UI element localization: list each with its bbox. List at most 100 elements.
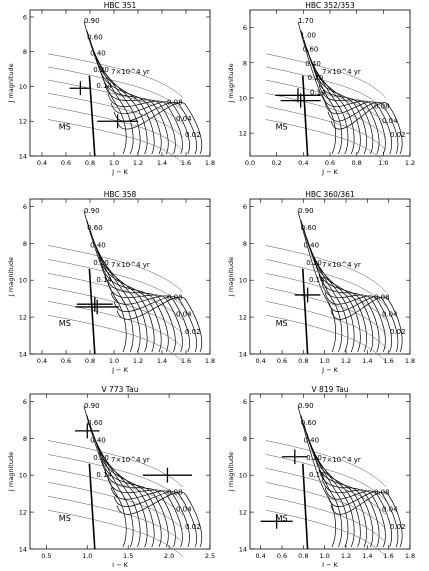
x-tick-label: 0.6 — [277, 552, 287, 560]
mass-label: 0.02 — [185, 328, 201, 336]
mass-label: 0.02 — [390, 131, 406, 139]
mass-label: 0.04 — [382, 117, 398, 125]
isochrone — [47, 273, 184, 321]
mass-track — [92, 238, 148, 353]
mass-track — [321, 93, 386, 155]
isochrone — [47, 92, 184, 138]
observed-star-point — [294, 287, 321, 303]
isochrone — [47, 496, 184, 543]
mass-label: 0.08 — [374, 103, 390, 111]
x-tick-label: 1.8 — [205, 159, 215, 167]
mass-track — [92, 48, 148, 155]
mass-label: 1.00 — [300, 31, 316, 39]
mass-label: 0.02 — [390, 328, 406, 336]
x-tick-label: 0.4 — [298, 159, 308, 167]
x-tick-label: 1.8 — [405, 552, 415, 560]
panel-title: HBC 352/353 — [305, 1, 355, 10]
x-tick-label: 2.0 — [164, 552, 174, 560]
mass-track — [116, 491, 203, 548]
mass-track — [107, 478, 183, 548]
x-tick-label: 0.5 — [41, 552, 51, 560]
mass-label: 0.90 — [298, 402, 314, 410]
age-label: 7×10^4 yr — [111, 68, 150, 76]
plot-frame — [29, 393, 211, 550]
mass-label: 0.40 — [303, 241, 319, 249]
isochrone — [47, 287, 184, 335]
x-tick-label: 0.8 — [298, 552, 308, 560]
ms-label: MS — [59, 123, 71, 132]
y-tick-label: 6 — [23, 398, 27, 406]
isochrone — [47, 106, 184, 151]
y-axis-label: J magnitude — [7, 257, 15, 297]
main-sequence-line — [88, 75, 96, 157]
y-tick-label: 10 — [239, 94, 247, 102]
x-tick-label: 1.2 — [341, 552, 351, 560]
isochrone — [47, 66, 184, 111]
isochrone — [265, 92, 387, 138]
mass-track — [116, 102, 203, 155]
mass-label: 0.08 — [167, 293, 183, 301]
y-tick-label: 10 — [19, 472, 27, 480]
y-tick-label: 10 — [19, 83, 27, 91]
main-sequence-line — [88, 463, 96, 550]
x-tick-label: 1.0 — [319, 357, 329, 365]
x-tick-label: 1.8 — [405, 357, 415, 365]
age-label: 7×10^4 yr — [111, 261, 150, 269]
isochrone — [265, 440, 387, 488]
x-tick-label: 0.6 — [61, 159, 71, 167]
x-tick-label: 0.4 — [37, 357, 47, 365]
isochrone — [265, 315, 387, 362]
mass-label: 0.60 — [87, 224, 103, 232]
mass-track — [95, 57, 155, 155]
mass-track — [101, 460, 169, 548]
mass-label: 0.14 — [309, 276, 325, 284]
mass-track — [95, 442, 155, 548]
mass-track — [321, 283, 386, 353]
x-tick-label: 0.8 — [298, 357, 308, 365]
plot-frame — [29, 198, 211, 355]
mass-track — [89, 229, 141, 353]
isochrone — [265, 106, 387, 151]
y-tick-label: 14 — [19, 351, 27, 359]
mass-track — [89, 424, 141, 548]
x-axis-label: J − K — [321, 366, 338, 374]
isochrone — [47, 482, 184, 530]
observed-star-point — [75, 423, 100, 439]
isochrone — [265, 119, 387, 164]
observed-star-point — [75, 299, 119, 315]
observed-star-point — [142, 467, 192, 483]
y-tick-label: 12 — [19, 314, 27, 322]
mass-track — [324, 487, 392, 548]
x-tick-label: 0.4 — [37, 159, 47, 167]
mass-label: 0.40 — [90, 436, 106, 444]
evolutionary-tracks — [265, 21, 403, 164]
isochrone — [265, 510, 387, 557]
ms-label: MS — [276, 123, 288, 132]
x-tick-label: 1.4 — [362, 552, 372, 560]
observed-star-point — [97, 114, 138, 129]
x-tick-label: 1.0 — [82, 552, 92, 560]
evolutionary-tracks — [265, 211, 403, 362]
mass-track — [83, 211, 127, 353]
mass-label: 0.60 — [301, 224, 317, 232]
x-tick-label: 1.0 — [319, 552, 329, 560]
y-tick-label: 8 — [23, 435, 27, 443]
y-tick-label: 6 — [243, 203, 247, 211]
observed-star-point — [280, 93, 321, 108]
mass-track — [324, 292, 392, 353]
y-tick-label: 12 — [239, 314, 247, 322]
isochrone — [47, 510, 184, 557]
mass-track — [309, 57, 361, 155]
x-tick-label: 1.6 — [181, 357, 191, 365]
isochrone — [265, 454, 387, 502]
observed-star-point — [260, 513, 293, 529]
mass-track — [315, 265, 374, 353]
x-axis-label: J − K — [111, 168, 128, 176]
mass-track — [312, 66, 367, 155]
mass-label: 0.08 — [167, 488, 183, 496]
mass-track — [107, 93, 183, 155]
plot-frame — [249, 9, 411, 157]
age-label: 7×10^4 yr — [322, 68, 361, 76]
